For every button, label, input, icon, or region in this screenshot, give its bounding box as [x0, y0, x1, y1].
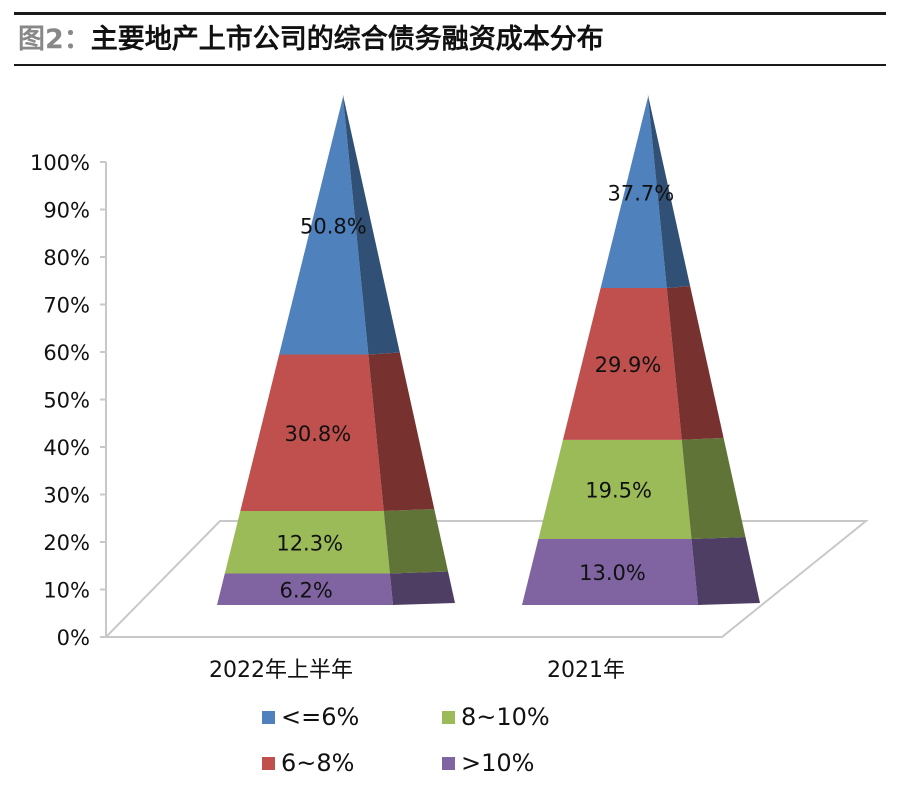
bar-front-face — [224, 511, 390, 574]
data-label-8-10: 19.5% — [585, 478, 652, 502]
title-top-rule — [14, 12, 886, 15]
y-tick-label: 30% — [43, 484, 90, 508]
legend-swatch-8-10 — [442, 710, 455, 724]
pyramid-segment-le6 — [279, 94, 400, 355]
figure-number: 图2： — [18, 24, 91, 55]
category-label: 2021年 — [547, 658, 625, 683]
pyramid-segment-le6 — [600, 94, 691, 289]
y-tick-label: 90% — [43, 199, 90, 223]
bar-side-face — [681, 437, 746, 539]
legend-swatch-6-8 — [262, 756, 275, 770]
legend-swatch-le6 — [262, 710, 275, 724]
pyramid-segment-gt10 — [522, 536, 760, 605]
y-tick-label: 60% — [43, 341, 90, 365]
category-label: 2022年上半年 — [209, 658, 353, 683]
data-label-le6: 37.7% — [608, 181, 675, 205]
bar-side-face — [342, 94, 400, 355]
legend-label-le6: <=6% — [281, 703, 360, 731]
pyramid-chart: 0% 10% 20% 30% 40% 50% 60% 70% 80% 90% 100% 6.2% 12… — [30, 94, 869, 683]
y-tick-label: 70% — [43, 294, 90, 318]
legend: <=6% 8~10% 6~8% >10% — [262, 700, 602, 790]
bar-side-face — [383, 509, 449, 574]
data-label-le6: 50.8% — [300, 215, 367, 239]
data-label-6-8: 30.8% — [285, 422, 352, 446]
pyramid-segment-8-10 — [538, 437, 746, 539]
bar-front-face — [240, 354, 384, 512]
chart-title-text: 主要地产上市公司的综合债务融资成本分布 — [90, 24, 604, 55]
data-label-gt10: 13.0% — [579, 561, 646, 585]
legend-label-6-8: 6~8% — [281, 749, 355, 777]
bar-side-face — [389, 571, 455, 605]
legend-label-gt10: >10% — [461, 749, 535, 777]
legend-swatch-gt10 — [442, 756, 455, 770]
bar-front-face — [522, 538, 698, 605]
bar-front-face — [538, 439, 692, 539]
bar-side-face — [666, 286, 724, 440]
category-labels: 2022年上半年 2021年 — [209, 658, 625, 683]
pyramids — [217, 94, 760, 605]
pyramid-segment-6-8 — [562, 286, 724, 440]
y-tick-label: 100% — [30, 151, 90, 175]
legend-item-8-10: 8~10% — [442, 700, 550, 734]
legend-item-gt10: >10% — [442, 746, 534, 780]
data-labels: 6.2% 12.3% 30.8% 50.8% 13.0% 19.5% 29.9% 37.7% — [276, 181, 674, 602]
y-tick-label: 20% — [43, 531, 90, 555]
legend-label-8-10: 8~10% — [461, 703, 550, 731]
bar-side-face — [368, 352, 435, 512]
data-label-8-10: 12.3% — [276, 531, 343, 555]
data-label-6-8: 29.9% — [595, 353, 662, 377]
chart-title: 图2：主要地产上市公司的综合债务融资成本分布 — [18, 20, 604, 60]
title-bottom-rule — [14, 64, 886, 66]
y-tick-label: 40% — [43, 436, 90, 460]
legend-item-6-8: 6~8% — [262, 746, 354, 780]
y-tick-label: 80% — [43, 246, 90, 270]
y-tick-label: 50% — [43, 389, 90, 413]
legend-item-le6: <=6% — [262, 700, 359, 734]
y-tick-label: 0% — [57, 626, 90, 650]
bar-side-face — [691, 536, 760, 605]
pyramid-segment-gt10 — [217, 571, 455, 605]
data-label-gt10: 6.2% — [279, 578, 332, 602]
bar-front-face — [279, 96, 369, 355]
bar-side-face — [647, 94, 691, 289]
pyramid-segment-6-8 — [240, 352, 435, 512]
bar-front-face — [217, 573, 393, 605]
bar-front-face — [562, 288, 682, 440]
bar-front-face — [600, 96, 667, 289]
pyramid-segment-8-10 — [224, 509, 449, 574]
y-axis: 0% 10% 20% 30% 40% 50% 60% 70% 80% 90% 100% — [30, 151, 107, 650]
y-tick-label: 10% — [43, 579, 90, 603]
